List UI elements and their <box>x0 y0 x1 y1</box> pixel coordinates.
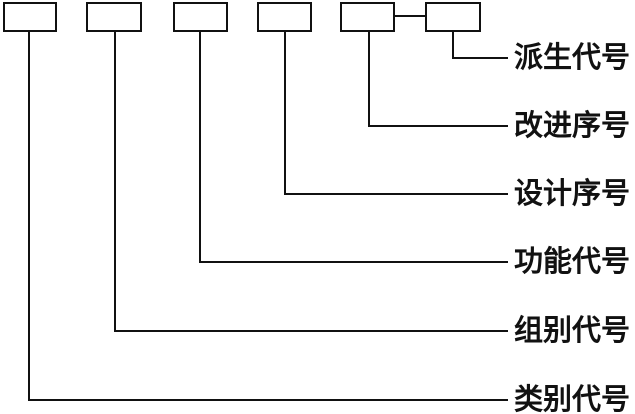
leader-line-group-code <box>114 330 508 332</box>
stem-line-design-serial <box>284 30 286 195</box>
leader-line-improvement-serial <box>368 125 508 127</box>
code-box-4 <box>257 2 312 32</box>
box5-box6-connector-line <box>395 15 425 17</box>
code-box-2 <box>86 2 142 32</box>
code-box-1 <box>3 2 57 32</box>
label-group-code: 组别代号 <box>514 315 631 347</box>
stem-line-improvement-serial <box>368 30 370 127</box>
leader-line-derived-code <box>452 57 508 59</box>
label-improvement-serial: 改进序号 <box>514 110 631 142</box>
stem-line-function-code <box>199 30 201 263</box>
code-box-3 <box>173 2 228 32</box>
stem-line-category-code <box>28 30 30 401</box>
leader-line-design-serial <box>284 193 508 195</box>
label-design-serial: 设计序号 <box>514 178 631 210</box>
stem-line-group-code <box>114 30 116 332</box>
label-function-code: 功能代号 <box>514 246 631 278</box>
label-derived-code: 派生代号 <box>514 42 631 74</box>
leader-line-category-code <box>28 399 508 401</box>
leader-line-function-code <box>199 261 508 263</box>
code-box-5 <box>340 2 395 32</box>
label-category-code: 类别代号 <box>514 384 631 414</box>
code-box-6 <box>425 2 481 32</box>
stem-line-derived-code <box>452 30 454 59</box>
